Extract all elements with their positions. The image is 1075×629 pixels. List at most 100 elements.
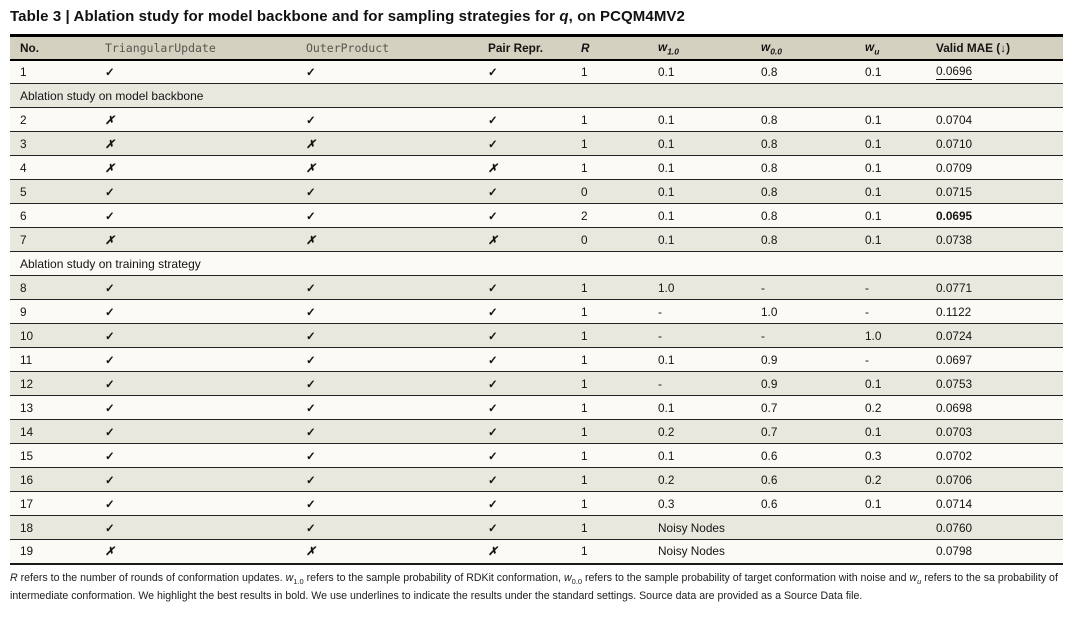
cell-valid-mae: 0.0696 xyxy=(928,60,1063,84)
cell-valid-mae: 0.0702 xyxy=(928,443,1063,468)
check-icon: ✓ xyxy=(105,522,115,535)
check-icon: ✓ xyxy=(488,498,498,511)
cell-r: 1 xyxy=(573,155,650,180)
cell-w00: 0.9 xyxy=(753,347,857,372)
cell-wu: - xyxy=(857,347,928,372)
cross-icon: ✗ xyxy=(105,114,115,127)
table-row-1: 1 ✓ ✓ ✓ 1 0.1 0.8 0.1 0.0696 xyxy=(10,59,1063,84)
cell-pair-repr: ✓ xyxy=(480,491,573,516)
table-title-variable-q: q xyxy=(559,8,569,25)
cell-outer-product: ✓ xyxy=(298,419,480,444)
cell-outer-product: ✗ xyxy=(298,539,480,564)
cell-w10: 0.1 xyxy=(650,203,753,228)
cell-triangular-update: ✓ xyxy=(97,347,298,372)
column-header-triangular-update: TriangularUpdate xyxy=(97,35,298,61)
check-icon: ✓ xyxy=(488,138,498,151)
table-row-9: 9 ✓ ✓ ✓ 1-1.0-0.1122 xyxy=(10,299,1063,324)
check-icon: ✓ xyxy=(488,306,498,319)
valid-mae-value: 0.0738 xyxy=(936,232,973,247)
table-row-2: 2 ✗ ✓ ✓ 1 0.1 0.8 0.1 0.0704 xyxy=(10,107,1063,132)
cell-w00: 0.7 xyxy=(753,419,857,444)
valid-mae-value: 0.1122 xyxy=(936,304,972,319)
cell-outer-product: ✓ xyxy=(298,60,480,84)
cell-r: 1 xyxy=(573,419,650,444)
footnote-segment: refers to the sample probability of RDKi… xyxy=(303,571,564,584)
check-icon: ✓ xyxy=(105,402,115,415)
cell-triangular-update: ✓ xyxy=(97,371,298,396)
cell-triangular-update: ✓ xyxy=(97,60,298,84)
cell-r: 1 xyxy=(581,64,588,79)
check-icon: ✓ xyxy=(105,498,115,511)
cell-valid-mae: 0.0714 xyxy=(928,491,1063,516)
check-icon: ✓ xyxy=(306,498,316,511)
footnote-segment: w xyxy=(563,571,572,584)
cell-w00: 1.0 xyxy=(753,299,857,324)
valid-mae-value: 0.0753 xyxy=(936,376,973,391)
cell-pair-repr: ✓ xyxy=(480,467,573,492)
cell-no: 14 xyxy=(10,419,97,444)
cross-icon: ✗ xyxy=(105,234,115,247)
cell-outer-product: ✓ xyxy=(298,347,480,372)
valid-mae-value: 0.0760 xyxy=(936,520,973,535)
cell-outer-product: ✓ xyxy=(298,491,480,516)
cell-r: 1 xyxy=(573,539,650,564)
check-icon: ✓ xyxy=(105,330,115,343)
cell-w00: 0.8 xyxy=(753,179,857,204)
cell-triangular-update: ✓ xyxy=(97,467,298,492)
valid-mae-value: 0.0695 xyxy=(936,208,973,223)
cell-triangular-update: ✓ xyxy=(97,323,298,348)
check-icon: ✓ xyxy=(306,330,316,343)
table-title-dataset: , on PCQM4MV2 xyxy=(568,8,685,25)
cell-outer-product: ✓ xyxy=(298,515,480,540)
cell-w10: - xyxy=(650,299,753,324)
valid-mae-value: 0.0714 xyxy=(936,496,973,511)
valid-mae-value: 0.0715 xyxy=(936,184,973,199)
table-row-12: 12 ✓ ✓ ✓ 1-0.9 0.1 0.0753 xyxy=(10,371,1063,396)
cell-outer-product: ✓ xyxy=(298,443,480,468)
footnote-segment: 1.0 xyxy=(293,576,304,586)
cell-valid-mae: 0.1122 xyxy=(928,299,1063,324)
table-row-14: 14 ✓ ✓ ✓ 1 0.2 0.7 0.1 0.0703 xyxy=(10,419,1063,444)
cell-r: 1 xyxy=(573,443,650,468)
cell-w00: - xyxy=(753,275,857,300)
footnote-segment: 0.0 xyxy=(571,576,583,586)
table-row-13: 13 ✓ ✓ ✓ 1 0.1 0.7 0.2 0.0698 xyxy=(10,395,1063,420)
valid-mae-value: 0.0704 xyxy=(936,112,973,127)
cell-w-span: Noisy Nodes xyxy=(650,515,928,540)
check-icon: ✓ xyxy=(306,450,316,463)
check-icon: ✓ xyxy=(488,186,498,199)
check-icon: ✓ xyxy=(105,306,115,319)
cell-triangular-update: ✗ xyxy=(97,131,298,156)
cell-valid-mae: 0.0703 xyxy=(928,419,1063,444)
table-row-7: 7 ✗ ✗ ✗ 0 0.1 0.8 0.1 0.0738 xyxy=(10,227,1063,252)
cell-r: 0 xyxy=(573,227,650,252)
check-icon: ✓ xyxy=(488,378,498,391)
check-icon: ✓ xyxy=(105,378,115,391)
footnote-segment: w xyxy=(909,571,918,584)
cell-w00: 0.8 xyxy=(753,107,857,132)
cell-triangular-update: ✓ xyxy=(97,395,298,420)
cross-icon: ✗ xyxy=(105,138,115,151)
cell-wu: 0.1 xyxy=(857,203,928,228)
valid-mae-value: 0.0696 xyxy=(936,63,973,80)
cell-wu: 0.1 xyxy=(857,491,928,516)
column-header-valid-mae: Valid MAE (↓) xyxy=(928,35,1063,61)
header-row: No. TriangularUpdate OuterProduct Pair Repr… xyxy=(10,35,1063,61)
cell-no: 18 xyxy=(10,515,97,540)
cell-wu: 0.1 xyxy=(857,419,928,444)
cell-pair-repr: ✓ xyxy=(480,203,573,228)
check-icon: ✓ xyxy=(306,306,316,319)
column-header-outer-product: OuterProduct xyxy=(298,35,480,61)
cell-triangular-update: ✓ xyxy=(97,179,298,204)
check-icon: ✓ xyxy=(105,474,115,487)
table-row-3: 3 ✗ ✗ ✓ 1 0.1 0.8 0.1 0.0710 xyxy=(10,131,1063,156)
check-icon: ✓ xyxy=(105,210,115,223)
cell-triangular-update: ✗ xyxy=(97,539,298,564)
cell-no: 9 xyxy=(10,299,97,324)
cell-r: 2 xyxy=(573,203,650,228)
column-header-w10-subscript: 1.0 xyxy=(667,45,680,56)
check-icon: ✓ xyxy=(105,66,115,79)
cell-w10: 0.1 xyxy=(650,131,753,156)
valid-mae-value: 0.0709 xyxy=(936,160,973,175)
cell-pair-repr: ✗ xyxy=(480,539,573,564)
